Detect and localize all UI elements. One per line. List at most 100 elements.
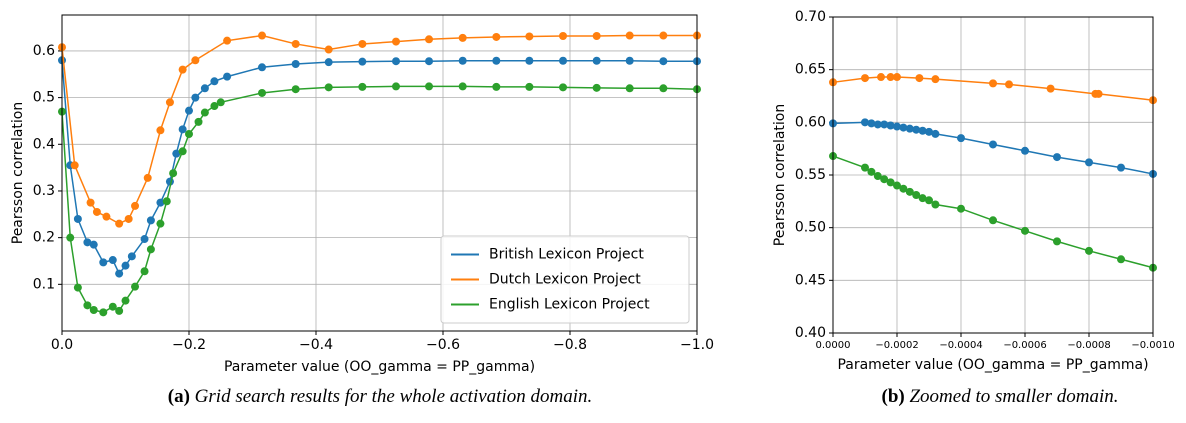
y-tick-label: 0.1 xyxy=(33,276,55,292)
point xyxy=(1094,89,1103,98)
point xyxy=(108,256,117,265)
point xyxy=(525,32,534,41)
x-tick-label: −0.2 xyxy=(172,337,206,353)
point xyxy=(156,219,165,228)
point xyxy=(115,219,124,228)
point xyxy=(625,56,634,65)
point xyxy=(216,98,225,107)
point xyxy=(172,149,181,158)
point xyxy=(989,79,997,88)
x-axis-label: Parameter value (OO_gamma = PP_gamma) xyxy=(837,357,1148,373)
point xyxy=(425,35,434,44)
point xyxy=(1053,237,1061,246)
point xyxy=(458,82,467,91)
x-tick-label: −0.0006 xyxy=(1003,340,1046,351)
plot-frame xyxy=(832,16,1154,334)
point xyxy=(1005,80,1013,89)
point xyxy=(1117,163,1125,172)
point xyxy=(1021,146,1029,155)
point xyxy=(143,173,152,182)
point xyxy=(115,306,124,315)
point xyxy=(925,127,933,136)
point xyxy=(458,33,467,42)
plot-frame xyxy=(61,14,698,332)
point xyxy=(425,57,434,66)
y-tick-label: 0.40 xyxy=(795,325,826,341)
point xyxy=(1117,255,1125,264)
point xyxy=(131,282,140,291)
point xyxy=(989,140,997,149)
point xyxy=(223,72,232,81)
point xyxy=(200,108,209,117)
caption-text: Zoomed to smaller domain. xyxy=(909,386,1119,407)
point xyxy=(458,56,467,65)
point xyxy=(108,302,117,311)
legend-label: English Lexicon Project xyxy=(489,297,650,313)
y-tick-label: 0.6 xyxy=(33,43,55,59)
point xyxy=(392,57,401,66)
point xyxy=(931,75,940,84)
x-tick-label: −0.0002 xyxy=(875,340,918,351)
point xyxy=(324,45,333,54)
point xyxy=(525,56,534,65)
caption-b: (b) Zoomed to smaller domain. xyxy=(840,386,1160,408)
x-tick-label: −0.8 xyxy=(553,337,587,353)
chart: 0.1 0.2 0.3 0.4 0.5 0.6 0.0 −0.2 −0.4 −0.6 −0.8 −1.… xyxy=(10,14,714,375)
point xyxy=(73,214,82,223)
point xyxy=(877,73,885,82)
point xyxy=(210,102,219,111)
point xyxy=(178,125,187,134)
point xyxy=(191,56,200,65)
y-tick-label: 0.5 xyxy=(33,90,55,106)
point xyxy=(915,74,924,83)
point xyxy=(925,196,933,205)
x-tick-label: 0.0 xyxy=(51,337,73,353)
charts: 0.1 0.2 0.3 0.4 0.5 0.6 0.0 −0.2 −0.4 −0.6 −0.8 −1.… xyxy=(10,9,1175,375)
point xyxy=(156,198,165,207)
point xyxy=(358,82,367,91)
x-tick-label: −0.0008 xyxy=(1067,340,1110,351)
x-tick-label: −0.6 xyxy=(426,337,460,353)
point xyxy=(92,207,101,216)
point xyxy=(210,77,219,86)
point xyxy=(899,123,908,132)
point xyxy=(880,120,889,129)
point xyxy=(185,130,193,139)
point xyxy=(73,283,82,292)
point xyxy=(957,134,965,143)
y-tick-label: 0.4 xyxy=(33,136,55,152)
point xyxy=(931,129,940,138)
point xyxy=(592,56,601,65)
point xyxy=(525,82,534,91)
point xyxy=(83,238,92,247)
point xyxy=(162,197,171,206)
point xyxy=(124,214,133,223)
point xyxy=(918,126,927,135)
point xyxy=(392,82,401,91)
point xyxy=(867,119,876,128)
caption-a: (a) Grid search results for the whole ac… xyxy=(90,386,670,408)
point xyxy=(905,187,914,196)
point xyxy=(559,56,568,65)
point xyxy=(918,194,927,203)
point xyxy=(89,240,98,249)
point xyxy=(102,212,111,221)
chart: 0.40 0.45 0.50 0.55 0.60 0.65 0.70 0.0000 −0.000… xyxy=(772,9,1175,373)
point xyxy=(893,122,901,131)
point xyxy=(873,120,882,129)
point xyxy=(893,181,901,190)
point xyxy=(559,32,568,41)
y-axis-label: Pearsson correlation xyxy=(10,102,26,245)
y-tick-label: 0.70 xyxy=(795,9,826,25)
point xyxy=(912,191,921,200)
point xyxy=(291,85,300,94)
point xyxy=(324,58,333,67)
y-tick-label: 0.60 xyxy=(795,114,826,130)
legend-label: Dutch Lexicon Project xyxy=(489,272,641,288)
caption-label: (a) xyxy=(167,386,190,407)
caption-label: (b) xyxy=(881,386,905,407)
point xyxy=(131,201,140,210)
point xyxy=(592,83,601,92)
point xyxy=(899,184,908,193)
point xyxy=(905,124,914,133)
